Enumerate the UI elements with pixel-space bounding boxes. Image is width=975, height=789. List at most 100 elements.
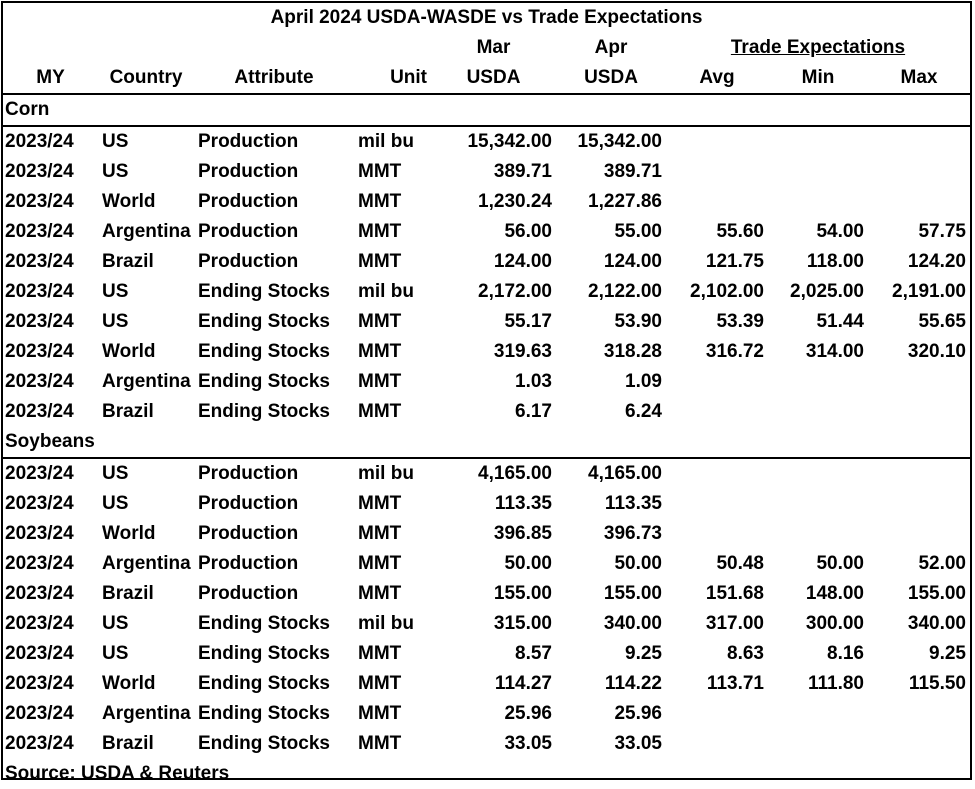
empty-cell bbox=[768, 187, 868, 217]
apr-cell: 124.00 bbox=[603, 251, 662, 272]
header-row-1: Mar Apr Trade Expectations bbox=[3, 33, 970, 63]
apr-cell: 15,342.00 bbox=[577, 131, 662, 152]
empty-cell bbox=[666, 458, 768, 489]
empty-cell bbox=[868, 157, 970, 187]
attribute-cell: Production bbox=[198, 523, 299, 544]
column-header: Min bbox=[768, 63, 868, 95]
mar-cell: 50.00 bbox=[504, 553, 552, 574]
attribute-cell: Production bbox=[198, 221, 299, 242]
column-group: Trade Expectations bbox=[666, 33, 970, 63]
section-label: Soybeans bbox=[3, 427, 970, 459]
empty-cell bbox=[868, 729, 970, 759]
my-cell: 2023/24 bbox=[5, 673, 74, 694]
mar-cell: 15,342.00 bbox=[467, 131, 552, 152]
country-cell: World bbox=[102, 673, 156, 694]
my-cell: 2023/24 bbox=[5, 553, 74, 574]
empty-cell bbox=[666, 397, 768, 427]
avg-cell: 151.68 bbox=[705, 583, 764, 604]
mar-cell: 113.35 bbox=[494, 493, 552, 514]
unit-cell: MMT bbox=[358, 703, 402, 724]
empty-cell bbox=[868, 489, 970, 519]
empty-cell bbox=[98, 33, 194, 63]
unit-cell: MMT bbox=[358, 311, 402, 332]
column-header: MY bbox=[3, 63, 98, 95]
data-row: 2023/24 Brazil Production MMT 155.00 155.00 15… bbox=[3, 579, 970, 609]
mar-cell: 4,165.00 bbox=[478, 463, 552, 484]
attribute-cell: Ending Stocks bbox=[198, 281, 330, 302]
max-cell: 320.10 bbox=[907, 341, 966, 362]
unit-cell: mil bu bbox=[358, 281, 414, 302]
data-row: 2023/24 World Ending Stocks MMT 319.63 318.28… bbox=[3, 337, 970, 367]
country-cell: US bbox=[102, 463, 129, 484]
unit-cell: MMT bbox=[358, 673, 402, 694]
mar-cell: 124.00 bbox=[493, 251, 552, 272]
apr-cell: 114.22 bbox=[604, 673, 662, 694]
attribute-cell: Production bbox=[198, 251, 299, 272]
empty-cell bbox=[666, 519, 768, 549]
unit-cell: mil bu bbox=[358, 613, 414, 634]
min-cell: 51.44 bbox=[816, 311, 864, 332]
country-cell: US bbox=[102, 643, 129, 664]
country-cell: World bbox=[102, 523, 156, 544]
max-cell: 2,191.00 bbox=[892, 281, 966, 302]
wasde-table: April 2024 USDA-WASDE vs Trade Expectati… bbox=[3, 3, 970, 789]
data-row: 2023/24 Argentina Production MMT 50.00 50.00 5… bbox=[3, 549, 970, 579]
min-cell: 314.00 bbox=[805, 341, 864, 362]
min-cell: 111.80 bbox=[807, 673, 864, 694]
empty-cell bbox=[868, 699, 970, 729]
empty-cell bbox=[868, 187, 970, 217]
apr-cell: 25.96 bbox=[614, 703, 662, 724]
section-label: Corn bbox=[3, 94, 970, 127]
header-row-2: MY Country Attribute Unit USDA USDA Avg … bbox=[3, 63, 970, 95]
empty-cell bbox=[354, 33, 431, 63]
max-cell: 124.20 bbox=[907, 251, 966, 272]
empty-cell bbox=[768, 397, 868, 427]
mar-cell: 55.17 bbox=[504, 311, 552, 332]
my-cell: 2023/24 bbox=[5, 643, 74, 664]
empty-cell bbox=[768, 489, 868, 519]
country-cell: US bbox=[102, 281, 129, 302]
avg-cell: 53.39 bbox=[716, 311, 764, 332]
avg-cell: 316.72 bbox=[705, 341, 764, 362]
empty-cell bbox=[666, 489, 768, 519]
empty-cell bbox=[768, 699, 868, 729]
country-cell: US bbox=[102, 131, 129, 152]
empty-cell bbox=[768, 126, 868, 157]
max-cell: 57.75 bbox=[918, 221, 966, 242]
data-row: 2023/24 Argentina Production MMT 56.00 55.00 5… bbox=[3, 217, 970, 247]
attribute-cell: Ending Stocks bbox=[198, 401, 330, 422]
my-cell: 2023/24 bbox=[5, 733, 74, 754]
my-cell: 2023/24 bbox=[5, 371, 74, 392]
apr-cell: 1.09 bbox=[625, 371, 662, 392]
data-row: 2023/24 World Production MMT 1,230.24 1,227.8… bbox=[3, 187, 970, 217]
mar-cell: 389.71 bbox=[493, 161, 552, 182]
mar-cell: 2,172.00 bbox=[478, 281, 552, 302]
min-cell: 118.00 bbox=[806, 251, 864, 272]
data-row: 2023/24 US Ending Stocks mil bu 2,172.00 2,12… bbox=[3, 277, 970, 307]
apr-cell: 340.00 bbox=[603, 613, 662, 634]
attribute-cell: Ending Stocks bbox=[198, 371, 330, 392]
empty-cell bbox=[3, 33, 98, 63]
title-row: April 2024 USDA-WASDE vs Trade Expectati… bbox=[3, 3, 970, 33]
mar-cell: 155.00 bbox=[493, 583, 552, 604]
data-row: 2023/24 Brazil Ending Stocks MMT 6.17 6.24 bbox=[3, 397, 970, 427]
apr-cell: 4,165.00 bbox=[588, 463, 662, 484]
attribute-cell: Production bbox=[198, 553, 299, 574]
avg-cell: 8.63 bbox=[727, 643, 764, 664]
unit-cell: MMT bbox=[358, 553, 402, 574]
column-header: Country bbox=[98, 63, 194, 95]
country-cell: US bbox=[102, 613, 129, 634]
avg-cell: 55.60 bbox=[716, 221, 764, 242]
attribute-cell: Ending Stocks bbox=[198, 613, 330, 634]
unit-cell: MMT bbox=[358, 161, 402, 182]
max-cell: 115.50 bbox=[908, 673, 966, 694]
data-row: 2023/24 Argentina Ending Stocks MMT 1.03 1.09 bbox=[3, 367, 970, 397]
apr-cell: 55.00 bbox=[614, 221, 662, 242]
mar-cell: 114.27 bbox=[494, 673, 552, 694]
unit-cell: MMT bbox=[358, 493, 402, 514]
empty-cell bbox=[666, 729, 768, 759]
min-cell: 148.00 bbox=[805, 583, 864, 604]
apr-cell: 396.73 bbox=[603, 523, 662, 544]
country-cell: World bbox=[102, 341, 156, 362]
max-cell: 9.25 bbox=[929, 643, 966, 664]
